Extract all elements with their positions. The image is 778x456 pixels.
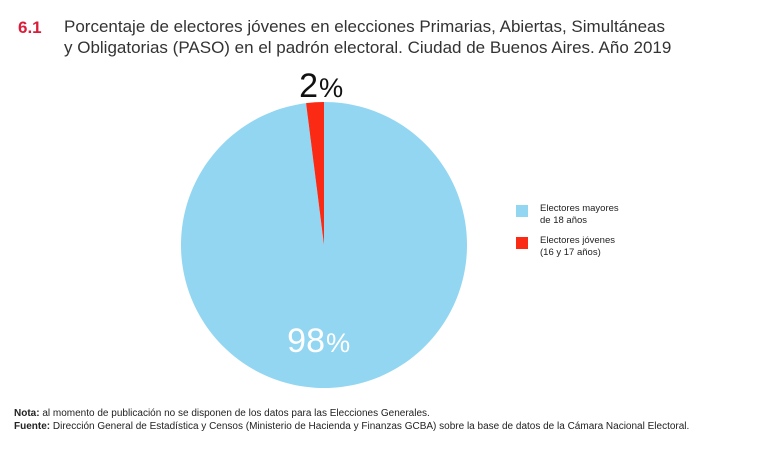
legend-label-youth-line-1: Electores jóvenes — [540, 235, 615, 246]
source-line: Fuente: Dirección General de Estadística… — [14, 420, 774, 433]
chart-title-line-1: Porcentaje de electores jóvenes en elecc… — [64, 17, 665, 36]
legend-label-youth-line-2: (16 y 17 años) — [540, 247, 601, 258]
chart-title: Porcentaje de electores jóvenes en elecc… — [64, 16, 764, 58]
legend-label-youth: Electores jóvenes (16 y 17 años) — [540, 235, 660, 259]
legend-swatch-youth — [516, 237, 528, 249]
notes: Nota: al momento de publicación no se di… — [14, 407, 774, 433]
note-text: al momento de publicación no se disponen… — [39, 408, 430, 419]
legend-label-adults: Electores mayores de 18 años — [540, 203, 660, 227]
chart-title-line-2: y Obligatorias (PASO) en el padrón elect… — [64, 38, 672, 57]
legend-label-adults-line-2: de 18 años — [540, 215, 588, 226]
chart-number: 6.1 — [18, 18, 42, 37]
pie-label-unit-youth: % — [319, 72, 343, 103]
note-label: Nota: — [14, 408, 40, 419]
pie-slices — [180, 102, 467, 389]
pie-slice-youth — [306, 102, 324, 245]
pie-slice-adults — [180, 102, 467, 389]
pie-label-value-adults: 98 — [287, 322, 325, 360]
pie-chart: 98 %2% — [180, 67, 467, 389]
source-label: Fuente: — [14, 421, 51, 432]
source-text: Dirección General de Estadística y Censo… — [50, 421, 690, 432]
pie-label-adults: 98% — [287, 322, 350, 360]
legend-swatch-adults — [516, 205, 528, 217]
pie-label-youth: 2% — [299, 67, 343, 105]
pie-labels: 98 %2% — [287, 67, 350, 360]
pie-label-value-youth: 2 — [299, 67, 318, 105]
note-line: Nota: al momento de publicación no se di… — [14, 407, 774, 420]
legend-label-adults-line-1: Electores mayores — [540, 203, 619, 214]
pie-label-unit-adults: % — [326, 327, 350, 358]
